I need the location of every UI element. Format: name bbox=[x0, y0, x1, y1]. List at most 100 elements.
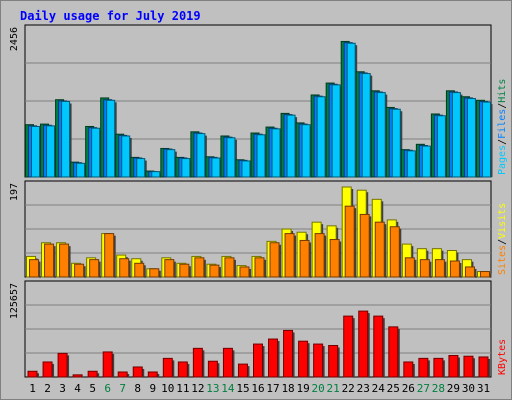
x-tick-label-25: 25 bbox=[387, 382, 400, 395]
x-tick-label-2: 2 bbox=[44, 382, 51, 395]
x-tick-label-15: 15 bbox=[236, 382, 249, 395]
bar-pages-day-19 bbox=[301, 124, 311, 178]
x-tick-label-17: 17 bbox=[266, 382, 279, 395]
legend-sites: Sites bbox=[497, 245, 508, 275]
bar-kbytes-day-12 bbox=[192, 347, 203, 378]
bar-kbytes-day-6 bbox=[102, 351, 113, 378]
bar-kbytes-day-26 bbox=[403, 361, 414, 378]
bar-sites-day-16 bbox=[254, 257, 265, 278]
legend-files: Files bbox=[497, 109, 508, 139]
bar-pages-day-28 bbox=[436, 115, 446, 178]
bar-pages-day-18 bbox=[286, 114, 296, 178]
bar-sites-day-4 bbox=[74, 263, 85, 278]
bar-pages-day-4 bbox=[76, 162, 86, 178]
bar-kbytes-day-15 bbox=[237, 363, 248, 378]
bar-kbytes-day-2 bbox=[42, 361, 53, 378]
bar-pages-day-25 bbox=[391, 108, 401, 178]
bar-sites-day-30 bbox=[464, 266, 475, 278]
bar-sites-day-8 bbox=[134, 262, 145, 278]
bar-kbytes-day-5 bbox=[87, 370, 98, 378]
bar-pages-day-26 bbox=[406, 150, 416, 178]
bar-kbytes-day-18 bbox=[283, 329, 294, 378]
panel-middle-ymax-label: 197 bbox=[9, 183, 20, 201]
x-tick-label-16: 16 bbox=[251, 382, 264, 395]
bar-sites-day-22 bbox=[344, 205, 355, 278]
bar-pages-day-12 bbox=[196, 133, 206, 178]
bar-sites-day-9 bbox=[149, 268, 160, 278]
bar-kbytes-day-13 bbox=[207, 360, 218, 378]
bar-sites-day-10 bbox=[164, 259, 175, 278]
bar-kbytes-day-27 bbox=[418, 357, 429, 378]
bar-pages-day-21 bbox=[331, 84, 341, 178]
bar-kbytes-day-20 bbox=[313, 343, 324, 378]
bar-pages-day-2 bbox=[46, 125, 56, 178]
bar-pages-day-8 bbox=[136, 158, 146, 178]
bar-kbytes-day-10 bbox=[162, 357, 173, 378]
bar-kbytes-day-29 bbox=[448, 355, 459, 378]
bar-sites-day-21 bbox=[329, 239, 340, 278]
bar-pages-day-24 bbox=[376, 92, 386, 178]
bar-pages-day-7 bbox=[121, 135, 131, 178]
bar-sites-day-7 bbox=[119, 258, 130, 278]
bar-pages-day-29 bbox=[451, 92, 461, 178]
bar-kbytes-day-24 bbox=[373, 315, 384, 378]
x-tick-label-5: 5 bbox=[89, 382, 96, 395]
bar-sites-day-5 bbox=[89, 259, 100, 278]
bar-pages-day-31 bbox=[481, 101, 491, 178]
bar-sites-day-17 bbox=[269, 242, 280, 278]
legend-separator: / bbox=[497, 139, 508, 145]
bar-sites-day-29 bbox=[449, 260, 460, 278]
x-tick-label-10: 10 bbox=[161, 382, 174, 395]
x-tick-label-23: 23 bbox=[357, 382, 370, 395]
x-tick-label-22: 22 bbox=[342, 382, 355, 395]
bar-sites-day-15 bbox=[239, 266, 250, 278]
bar-sites-day-3 bbox=[59, 243, 70, 278]
bar-pages-day-27 bbox=[421, 145, 431, 178]
bar-pages-day-16 bbox=[256, 134, 266, 178]
panel-top-ymax-label: 2456 bbox=[9, 27, 20, 51]
x-tick-label-30: 30 bbox=[462, 382, 475, 395]
bar-pages-day-3 bbox=[61, 101, 71, 178]
legend-separator: / bbox=[497, 239, 508, 245]
x-tick-label-9: 9 bbox=[149, 382, 156, 395]
bar-kbytes-day-25 bbox=[388, 326, 399, 378]
bar-kbytes-day-23 bbox=[358, 310, 369, 378]
bar-sites-day-14 bbox=[224, 257, 235, 278]
bar-sites-day-24 bbox=[374, 221, 385, 278]
panel-bottom-legend: KBytes bbox=[497, 339, 508, 375]
x-tick-label-6: 6 bbox=[104, 382, 111, 395]
bar-pages-day-17 bbox=[271, 128, 281, 178]
bar-sites-day-31 bbox=[479, 271, 490, 278]
bar-sites-day-11 bbox=[179, 263, 190, 278]
panel-bottom: 125657 KBytes bbox=[9, 280, 508, 378]
bar-pages-day-20 bbox=[316, 96, 326, 178]
x-tick-label-19: 19 bbox=[296, 382, 309, 395]
x-tick-label-4: 4 bbox=[74, 382, 81, 395]
bar-pages-day-1 bbox=[31, 125, 41, 178]
x-tick-label-14: 14 bbox=[221, 382, 235, 395]
bar-sites-day-28 bbox=[434, 259, 445, 278]
bar-kbytes-day-14 bbox=[222, 347, 233, 378]
x-tick-label-12: 12 bbox=[191, 382, 204, 395]
bar-kbytes-day-30 bbox=[463, 355, 474, 378]
legend-pages: Pages bbox=[497, 145, 508, 175]
bar-sites-day-25 bbox=[389, 226, 400, 278]
bar-pages-day-10 bbox=[166, 149, 176, 178]
legend-hits: Hits bbox=[497, 79, 508, 103]
bar-pages-day-14 bbox=[226, 137, 236, 178]
x-tick-label-7: 7 bbox=[119, 382, 126, 395]
bar-sites-day-1 bbox=[29, 259, 40, 278]
bar-sites-day-19 bbox=[299, 239, 310, 278]
chart-panels: 2456Pages/Files/Hits197Sites/Visits12565… bbox=[9, 24, 508, 378]
panel-middle: 197 Sites/Visits bbox=[9, 180, 508, 278]
bar-kbytes-day-4 bbox=[72, 374, 83, 378]
chart-title: Daily usage for July 2019 bbox=[20, 9, 201, 23]
x-tick-label-8: 8 bbox=[134, 382, 141, 395]
x-axis-tick-labels: 1 2 3 4 5 6 7 8 9 10 11 12 13 14 15 16 17 18 19 20 21 22 23 24 2… bbox=[29, 382, 490, 395]
bar-kbytes-day-1 bbox=[27, 370, 38, 378]
bar-kbytes-day-19 bbox=[298, 340, 309, 378]
x-tick-label-13: 13 bbox=[206, 382, 219, 395]
panel-bottom-ymax-label: 125657 bbox=[9, 283, 20, 319]
